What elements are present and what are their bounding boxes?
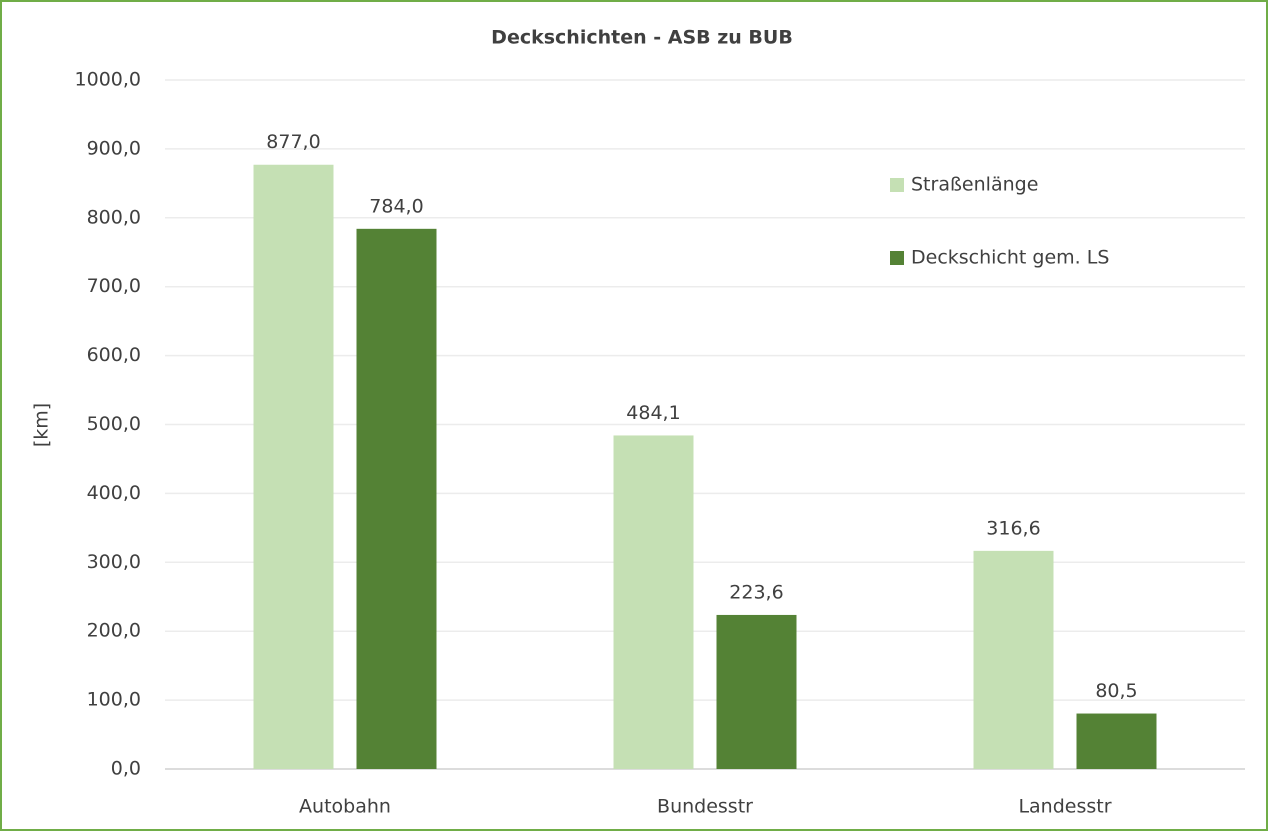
y-tick-label: 600,0 xyxy=(87,344,141,366)
y-tick-label: 700,0 xyxy=(87,275,141,297)
bar xyxy=(613,435,694,769)
bar xyxy=(253,164,334,769)
chart-title: Deckschichten - ASB zu BUB xyxy=(491,27,793,49)
x-tick-label: Bundesstr xyxy=(657,796,753,818)
y-tick-label: 500,0 xyxy=(87,413,141,435)
legend-label: Deckschicht gem. LS xyxy=(911,247,1109,269)
data-label: 877,0 xyxy=(266,131,320,153)
y-tick-label: 100,0 xyxy=(87,689,141,711)
y-tick-label: 200,0 xyxy=(87,620,141,642)
bar xyxy=(716,614,797,769)
x-tick-label: Landesstr xyxy=(1018,796,1111,818)
y-tick-label: 300,0 xyxy=(87,551,141,573)
data-label: 484,1 xyxy=(626,402,680,424)
bar xyxy=(356,228,437,770)
data-label: 223,6 xyxy=(729,581,783,603)
x-tick-label: Autobahn xyxy=(299,796,391,818)
data-label: 316,6 xyxy=(986,517,1040,539)
y-tick-label: 400,0 xyxy=(87,482,141,504)
bar xyxy=(1076,713,1157,769)
y-tick-label: 900,0 xyxy=(87,137,141,159)
y-tick-label: 800,0 xyxy=(87,206,141,228)
legend-swatch xyxy=(890,251,904,265)
legend-swatch xyxy=(890,178,904,192)
y-axis-label: [km] xyxy=(31,403,53,447)
data-label: 80,5 xyxy=(1095,680,1137,702)
y-tick-label: 1000,0 xyxy=(75,69,141,91)
legend-label: Straßenlänge xyxy=(911,174,1038,196)
data-label: 784,0 xyxy=(369,195,423,217)
y-tick-label: 0,0 xyxy=(111,758,141,780)
bar xyxy=(973,550,1054,769)
